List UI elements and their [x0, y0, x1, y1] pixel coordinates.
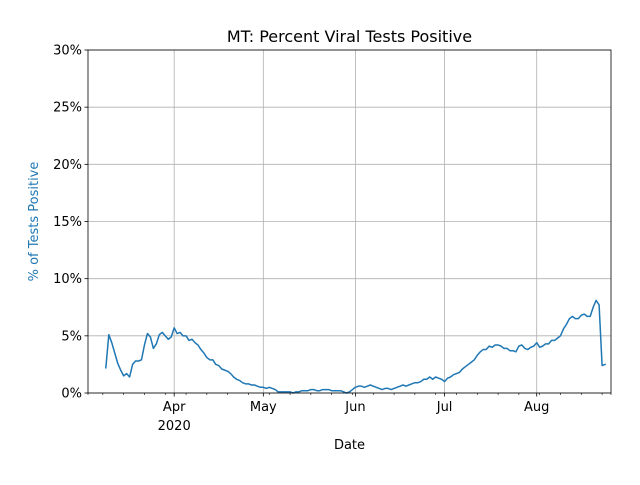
x-tick-label: Jul — [436, 400, 453, 415]
grid — [88, 49, 611, 394]
y-tick-label: 20% — [53, 158, 82, 173]
x-axis-title: Date — [334, 438, 365, 453]
y-tick-label: 0% — [61, 387, 82, 402]
y-axis-title: % of Tests Positive — [27, 162, 42, 282]
y-tick-label: 15% — [53, 215, 82, 230]
y-axis: 0% 5% 10% 15% 20% 25% 30% — [53, 44, 88, 402]
y-tick-label: 30% — [53, 44, 82, 59]
chart-title: MT: Percent Viral Tests Positive — [227, 27, 472, 46]
series-line — [105, 299, 607, 394]
x-axis: Apr 2020 May Jun Jul Aug — [87, 393, 612, 434]
y-tick-label: 10% — [53, 272, 82, 287]
y-tick-label: 25% — [53, 101, 82, 116]
series-layer — [105, 299, 607, 394]
x-tick-label: May — [250, 400, 277, 415]
x-tick-label: Apr — [163, 400, 186, 415]
x-tick-label: Jun — [344, 400, 365, 415]
y-tick-label: 5% — [61, 329, 82, 344]
x-tick-label: Aug — [524, 400, 549, 415]
x-tick-sublabel: 2020 — [158, 419, 191, 434]
